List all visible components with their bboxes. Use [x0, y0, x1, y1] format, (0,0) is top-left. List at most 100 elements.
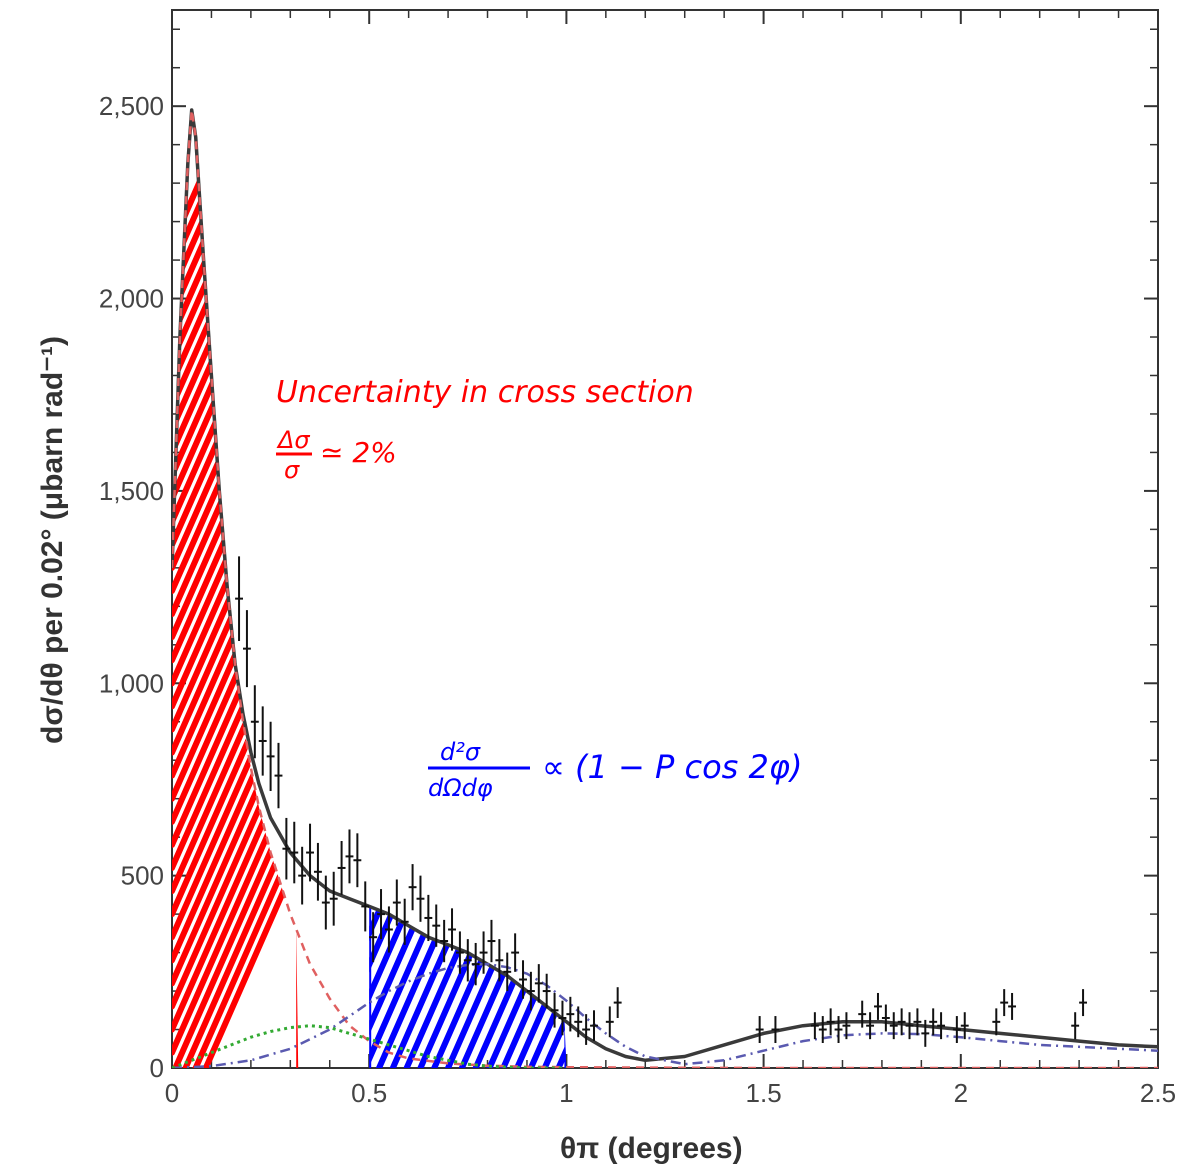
blue-hatch-stroke	[600, 906, 671, 1068]
blue-hatch-stroke	[369, 906, 412, 1068]
data-point	[266, 721, 275, 791]
data-point	[455, 931, 464, 974]
plot-frame	[171, 9, 1159, 1069]
data-point	[408, 864, 417, 911]
red-hatch-region	[172, 110, 299, 1068]
total-fit-line	[172, 108, 1158, 1063]
primakoff-dashed-line	[172, 108, 1158, 1068]
y-tick-label: 1,500	[99, 476, 164, 506]
data-point	[258, 706, 267, 776]
data-point	[424, 894, 433, 942]
data-point	[448, 908, 456, 951]
red-hatch-stroke	[172, 849, 294, 1068]
y-tick-label: 0	[150, 1053, 164, 1083]
data-point	[582, 1014, 591, 1045]
blue-hatch-stroke	[628, 906, 699, 1068]
data-point	[384, 906, 393, 953]
formula-denominator: dΩdφ	[428, 774, 493, 802]
data-point	[889, 1012, 898, 1040]
blue-hatch-stroke	[369, 906, 426, 1068]
uncertainty-value: ≃ 2%	[320, 436, 397, 469]
data-point	[534, 964, 543, 1003]
data-point	[1008, 992, 1017, 1020]
data-point	[590, 1010, 598, 1042]
formula-numerator: d²σ	[440, 738, 481, 766]
data-point	[400, 898, 409, 945]
data-point	[495, 939, 504, 982]
data-point	[913, 1008, 922, 1036]
data-point	[558, 1000, 567, 1036]
data-point	[345, 829, 354, 884]
data-point	[550, 992, 559, 1028]
data-point	[858, 1000, 867, 1028]
data-point	[242, 610, 251, 688]
data-point	[392, 879, 401, 926]
data-point	[1000, 989, 1009, 1017]
uncertainty-text: Uncertainty in cross section	[276, 375, 694, 410]
coherent-dashdot-line	[172, 962, 1158, 1068]
data-point	[526, 971, 535, 1011]
data-point	[834, 1016, 843, 1043]
data-point	[298, 846, 307, 905]
y-tick-label: 2,000	[99, 284, 164, 314]
data-point	[771, 1016, 780, 1043]
series-group	[172, 108, 1158, 1068]
data-point	[290, 821, 299, 884]
data-point	[605, 1006, 614, 1038]
data-point	[881, 1004, 890, 1032]
data-point	[361, 881, 370, 932]
data-point	[952, 1016, 961, 1043]
data-point	[818, 1016, 827, 1043]
blue-hatch-stroke	[683, 906, 754, 1068]
data-point	[897, 1008, 906, 1036]
data-point	[306, 823, 314, 882]
data-point	[921, 1019, 930, 1047]
data-point	[440, 919, 449, 963]
red-hatch-stroke	[172, 872, 294, 1068]
data-point	[613, 987, 622, 1018]
data-point	[1079, 989, 1088, 1017]
data-point	[337, 841, 346, 895]
y-axis-title: dσ/dθ per 0.02° (μbarn rad⁻¹)	[36, 336, 69, 744]
data-point	[313, 842, 322, 901]
data-point	[471, 942, 480, 986]
data-point	[960, 1012, 969, 1040]
interference-dotted-line	[172, 1024, 567, 1068]
x-axis-title: θπ (degrees)	[560, 1132, 743, 1165]
data-point	[755, 1016, 764, 1043]
data-point	[463, 939, 472, 982]
x-tick-label: 0	[165, 1078, 179, 1108]
x-tick-label: 0.5	[351, 1078, 387, 1108]
uncertainty-annotation: Uncertainty in cross section Δσ σ ≃ 2%	[276, 375, 694, 484]
data-point	[479, 931, 488, 974]
data-point	[1071, 1012, 1080, 1040]
data-point	[369, 912, 378, 963]
formula-annotation: d²σ dΩdφ ∝ (1 − P cos 2φ)	[428, 738, 802, 802]
data-point	[937, 1012, 946, 1040]
data-point	[826, 1008, 835, 1036]
tick-labels: 0 0.5 1 1.5 2 2.5 0 500 1,000 1,500 2,000 2,500	[99, 91, 1176, 1108]
data-point	[992, 1008, 1001, 1036]
data-point	[250, 685, 259, 759]
y-tick-label: 1,000	[99, 668, 164, 698]
data-point	[542, 973, 551, 1009]
data-point	[905, 1012, 914, 1040]
data-point	[235, 556, 243, 641]
data-point	[929, 1008, 938, 1036]
data-point	[321, 875, 330, 930]
blue-hatch-stroke	[541, 906, 567, 1068]
red-hatch-stroke	[172, 826, 294, 1068]
x-tick-label: 2	[954, 1078, 968, 1108]
data-point	[519, 960, 527, 999]
x-tick-label: 2.5	[1140, 1078, 1176, 1108]
data-point	[503, 952, 512, 992]
data-point	[487, 919, 496, 963]
uncertainty-fraction-numerator: Δσ	[276, 426, 310, 454]
axis-ticks	[171, 10, 1159, 1069]
blue-hatch-stroke	[572, 906, 643, 1068]
data-point	[282, 817, 291, 880]
data-point	[842, 1012, 851, 1040]
red-hatch-stroke	[172, 110, 294, 317]
y-tick-label: 2,500	[99, 91, 164, 121]
